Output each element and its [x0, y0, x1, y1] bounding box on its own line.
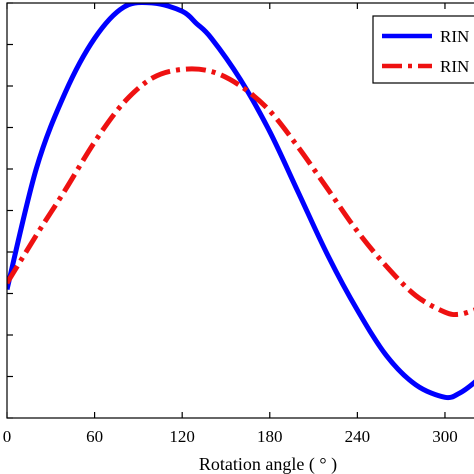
x-tick-label: 60 — [86, 427, 103, 446]
x-tick-label: 240 — [345, 427, 371, 446]
series-line-2 — [7, 66, 474, 318]
x-tick-label: 120 — [169, 427, 195, 446]
x-tick-label: 180 — [257, 427, 283, 446]
axes-layer: 0 60 120 180 240 300 — [3, 2, 474, 446]
x-tick-label: 300 — [432, 427, 458, 446]
series-line-1 — [7, 3, 474, 401]
legend-label-1: RIN — [440, 27, 469, 46]
legend-box — [372, 15, 474, 84]
series-layer — [7, 3, 474, 401]
legend: RIN RIN — [372, 15, 474, 84]
legend-label-2: RIN — [440, 57, 469, 76]
x-tick-label: 0 — [3, 427, 12, 446]
x-axis-title: Rotation angle ( ° ) — [199, 454, 337, 474]
